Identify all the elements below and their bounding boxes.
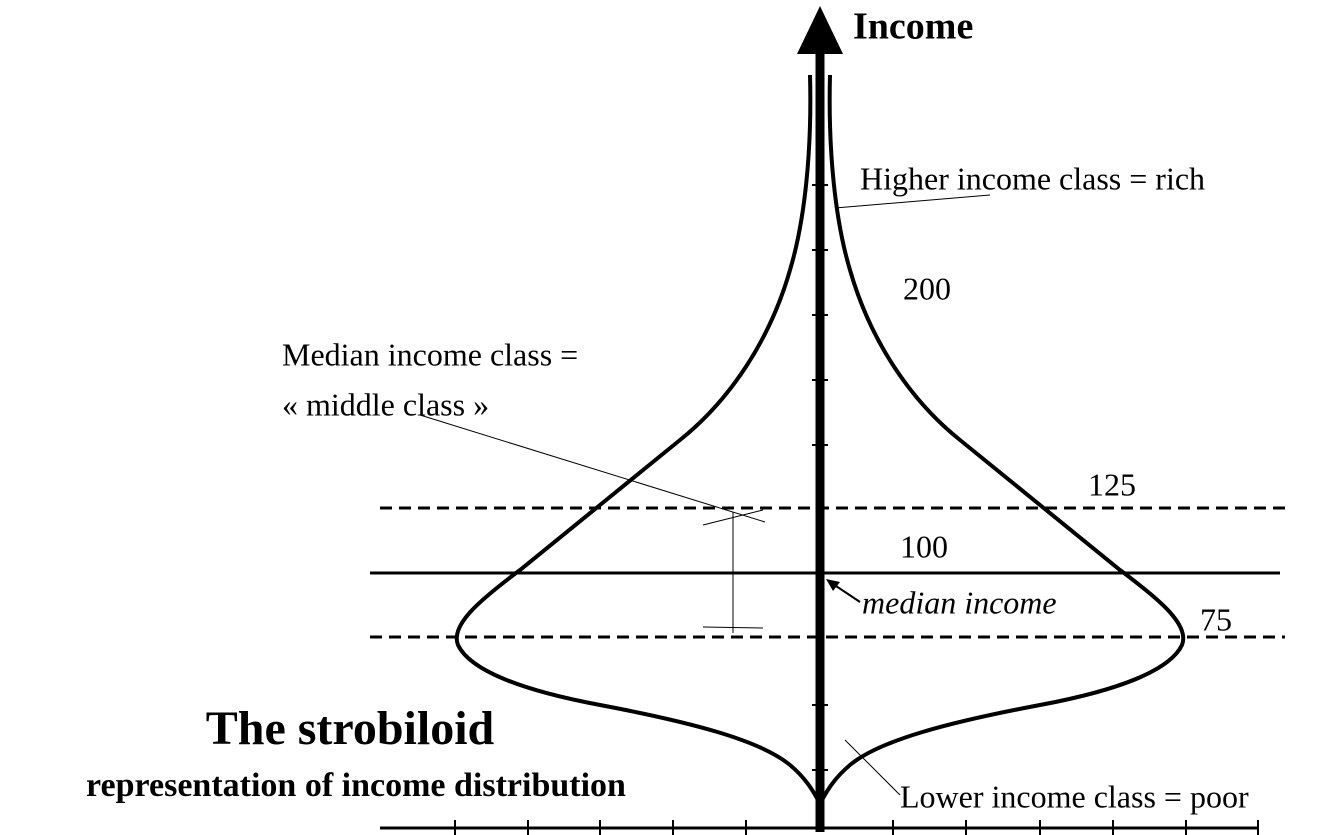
strobiloid-right — [820, 74, 1186, 802]
median-leader — [419, 414, 766, 523]
median-label: « middle class » — [282, 386, 489, 422]
level-label: 125 — [1088, 466, 1136, 502]
axis-label: Income — [853, 6, 973, 48]
rich-leader — [834, 194, 991, 209]
axis-ticks — [812, 184, 828, 771]
strobiloid-left — [454, 74, 820, 802]
rich-label: Higher income class = rich — [860, 160, 1205, 196]
median-arrowhead — [826, 579, 840, 591]
bottom-ticks — [454, 820, 1259, 835]
axis-arrowhead — [797, 6, 843, 54]
subtitle: representation of income distribution — [86, 767, 626, 804]
median-income-label: median income — [862, 584, 1057, 620]
median-label: Median income class = — [282, 336, 578, 372]
middle-class-bracket — [702, 509, 764, 633]
poor-leader — [844, 739, 901, 796]
poor-label: Lower income class = poor — [900, 778, 1249, 814]
level-label: 200 — [903, 270, 951, 306]
title: The strobiloid — [206, 702, 495, 755]
level-label: 75 — [1200, 601, 1232, 637]
level-label: 100 — [900, 528, 948, 564]
